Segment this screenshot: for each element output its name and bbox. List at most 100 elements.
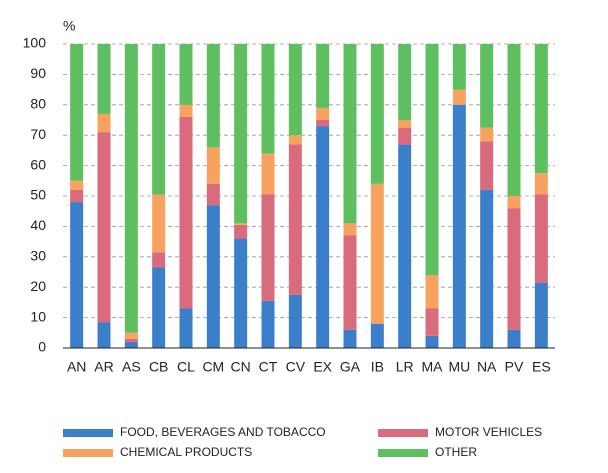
y-tick-label: 80	[30, 96, 46, 112]
bar-segment	[234, 44, 248, 224]
x-tick-label: LR	[396, 359, 414, 375]
bar-segment	[316, 107, 330, 120]
bar-segment	[288, 44, 302, 136]
bar-segment	[206, 44, 220, 148]
bar-segment	[507, 196, 521, 209]
legend-swatch	[378, 449, 428, 457]
legend-label: CHEMICAL PRODUCTS	[120, 445, 252, 459]
bar-segment	[70, 189, 84, 203]
bar-segment	[179, 44, 193, 105]
bar-segment	[124, 332, 138, 339]
y-tick-label: 60	[30, 156, 46, 172]
bar-segment	[480, 141, 494, 190]
bar-segment	[343, 329, 357, 348]
bar-segment	[152, 267, 166, 348]
bar-segment	[452, 44, 466, 90]
x-tick-label: CN	[231, 359, 251, 375]
legend-swatch	[63, 429, 113, 437]
bar-segment	[343, 223, 357, 236]
y-tick-label: 20	[30, 278, 46, 294]
x-tick-label: AR	[94, 359, 113, 375]
bar-segment	[234, 223, 248, 225]
bar-segment	[370, 323, 384, 348]
bar-segment	[70, 44, 84, 181]
x-tick-label: AN	[67, 359, 86, 375]
bar-segment	[234, 224, 248, 239]
x-tick-label: CV	[286, 359, 306, 375]
bar-segment	[398, 120, 412, 128]
bar-segment	[370, 44, 384, 184]
bar-segment	[152, 252, 166, 268]
bar-segment	[124, 44, 138, 333]
bar-segment	[261, 194, 275, 301]
bar-segment	[97, 132, 111, 323]
bar-segment	[206, 183, 220, 206]
bar-segment	[124, 338, 138, 342]
bar-segment	[179, 116, 193, 309]
bar-segment	[398, 44, 412, 120]
x-tick-label: CT	[259, 359, 278, 375]
legend-swatch	[378, 429, 428, 437]
bar-segment	[480, 127, 494, 142]
bar-segment	[425, 275, 439, 309]
bar-segment	[97, 322, 111, 348]
bar-segment	[70, 180, 84, 190]
bar-segment	[261, 153, 275, 195]
bar-segment	[261, 44, 275, 154]
bar-segment	[534, 173, 548, 195]
bar-segment	[288, 144, 302, 295]
bar-segment	[343, 235, 357, 330]
x-tick-label: NA	[477, 359, 497, 375]
bar-segment	[480, 44, 494, 128]
y-tick-label: 100	[23, 35, 47, 51]
bar-segment	[343, 44, 357, 224]
bar-segment	[507, 329, 521, 348]
bar-segment	[398, 144, 412, 348]
bar-segment	[316, 44, 330, 108]
bar-segment	[534, 282, 548, 348]
y-tick-label: 10	[30, 308, 46, 324]
legend-swatch	[63, 449, 113, 457]
bar-segment	[97, 44, 111, 114]
bar-segment	[124, 341, 138, 348]
legend-label: OTHER	[435, 445, 477, 459]
bar-segment	[288, 135, 302, 145]
bar-segment	[398, 127, 412, 145]
bar-segment	[507, 44, 521, 196]
bar-segment	[152, 194, 166, 253]
y-tick-label: 0	[38, 339, 46, 355]
bar-segment	[152, 44, 166, 195]
y-unit-label: %	[63, 18, 75, 34]
x-tick-label: CB	[149, 359, 168, 375]
bar-segment	[425, 44, 439, 276]
y-tick-label: 30	[30, 248, 46, 264]
bar-segment	[452, 89, 466, 105]
bar-segment	[70, 202, 84, 348]
bar-segment	[261, 300, 275, 348]
bar-segment	[206, 147, 220, 184]
x-tick-label: PV	[505, 359, 524, 375]
bar-segment	[206, 205, 220, 348]
bar-segment	[234, 238, 248, 348]
legend-label: FOOD, BEVERAGES AND TOBACCO	[120, 425, 326, 439]
bar-segment	[452, 104, 466, 348]
bar-segment	[179, 104, 193, 117]
bar-segment	[288, 294, 302, 348]
x-tick-label: CM	[202, 359, 224, 375]
bar-segment	[507, 208, 521, 330]
legend-label: MOTOR VEHICLES	[435, 425, 542, 439]
y-tick-label: 50	[30, 187, 46, 203]
x-tick-label: AS	[122, 359, 141, 375]
bar-segment	[179, 308, 193, 348]
y-tick-label: 70	[30, 126, 46, 142]
bar-segment	[480, 189, 494, 348]
x-tick-label: EX	[313, 359, 332, 375]
x-tick-label: IB	[371, 359, 384, 375]
bar-segment	[370, 183, 384, 324]
y-tick-label: 40	[30, 217, 46, 233]
x-tick-label: MA	[422, 359, 444, 375]
bar-segment	[316, 126, 330, 348]
x-tick-label: GA	[340, 359, 361, 375]
bar-segment	[97, 113, 111, 133]
